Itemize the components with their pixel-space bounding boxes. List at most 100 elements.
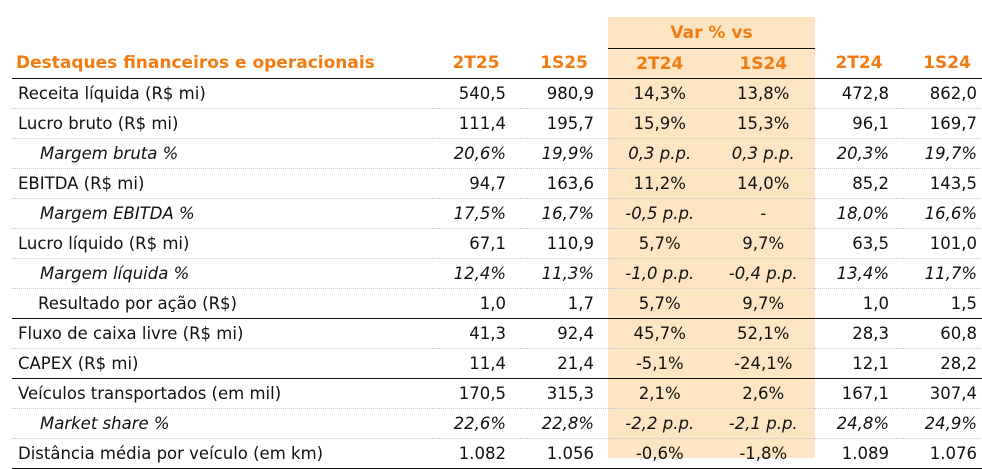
cell-1s25: 1.056 — [520, 438, 608, 469]
cell-2t25: 170,5 — [432, 378, 520, 409]
row-label: Margem EBITDA % — [12, 198, 432, 229]
cell-var-2t24: 15,9% — [608, 108, 712, 139]
row-label: Lucro líquido (R$ mi) — [12, 228, 432, 259]
cell-var-1s24: 9,7% — [711, 228, 815, 259]
cell-var-2t24: -1,0 p.p. — [608, 258, 712, 289]
column-header-row: Destaques financeiros e operacionais 2T2… — [12, 48, 982, 79]
cell-2t25: 20,6% — [432, 138, 520, 169]
cell-var-1s24: -1,8% — [711, 438, 815, 469]
cell-var-1s24: 52,1% — [711, 318, 815, 349]
cell-1s24: 307,4 — [903, 378, 982, 409]
cell-1s24: 28,2 — [903, 348, 982, 379]
table-row-lucro-bruto: Lucro bruto (R$ mi) 111,4 195,7 15,9% 15… — [12, 108, 982, 139]
cell-2t25: 17,5% — [432, 198, 520, 229]
row-label: CAPEX (R$ mi) — [12, 348, 432, 379]
col-header-2t25: 2T25 — [432, 48, 520, 79]
cell-var-1s24: 14,0% — [711, 168, 815, 199]
cell-2t24: 24,8% — [815, 408, 903, 439]
table-row-margem-liquida: Margem líquida % 12,4% 11,3% -1,0 p.p. -… — [12, 258, 982, 289]
cell-1s24: 101,0 — [903, 228, 982, 259]
cell-var-1s24: -24,1% — [711, 348, 815, 379]
col-header-var-2t24: 2T24 — [608, 48, 712, 79]
financial-highlights-table-container: Var % vs Destaques financeiros e operaci… — [12, 17, 982, 469]
cell-2t24: 85,2 — [815, 168, 903, 199]
cell-var-1s24: 2,6% — [711, 378, 815, 409]
cell-2t24: 63,5 — [815, 228, 903, 259]
cell-1s25: 980,9 — [520, 78, 608, 109]
cell-2t24: 167,1 — [815, 378, 903, 409]
cell-1s25: 92,4 — [520, 318, 608, 349]
row-label: Resultado por ação (R$) — [12, 288, 432, 319]
cell-1s25: 315,3 — [520, 378, 608, 409]
row-label: Veículos transportados (em mil) — [12, 378, 432, 409]
group-header-row: Var % vs — [12, 17, 982, 49]
cell-var-1s24: - — [711, 198, 815, 229]
cell-1s24: 16,6% — [903, 198, 982, 229]
cell-2t24: 472,8 — [815, 78, 903, 109]
table-row-receita-liquida: Receita líquida (R$ mi) 540,5 980,9 14,3… — [12, 78, 982, 109]
row-label: Margem bruta % — [12, 138, 432, 169]
cell-2t25: 1.082 — [432, 438, 520, 469]
cell-1s24: 169,7 — [903, 108, 982, 139]
cell-var-2t24: 2,1% — [608, 378, 712, 409]
cell-2t25: 1,0 — [432, 288, 520, 319]
table-row-market-share: Market share % 22,6% 22,8% -2,2 p.p. -2,… — [12, 408, 982, 439]
cell-var-1s24: -2,1 p.p. — [711, 408, 815, 439]
cell-2t24: 28,3 — [815, 318, 903, 349]
cell-2t24: 13,4% — [815, 258, 903, 289]
cell-2t25: 540,5 — [432, 78, 520, 109]
financial-highlights-table: Var % vs Destaques financeiros e operaci… — [12, 17, 982, 469]
cell-1s24: 11,7% — [903, 258, 982, 289]
table-row-capex: CAPEX (R$ mi) 11,4 21,4 -5,1% -24,1% 12,… — [12, 348, 982, 379]
cell-1s24: 1,5 — [903, 288, 982, 319]
cell-1s24: 19,7% — [903, 138, 982, 169]
cell-2t25: 11,4 — [432, 348, 520, 379]
table-row-distancia-media: Distância média por veículo (em km) 1.08… — [12, 438, 982, 469]
cell-2t24: 18,0% — [815, 198, 903, 229]
cell-var-2t24: -5,1% — [608, 348, 712, 379]
cell-var-2t24: 14,3% — [608, 78, 712, 109]
row-label: EBITDA (R$ mi) — [12, 168, 432, 199]
cell-var-2t24: 5,7% — [608, 288, 712, 319]
cell-2t24: 96,1 — [815, 108, 903, 139]
cell-2t25: 94,7 — [432, 168, 520, 199]
cell-var-2t24: -2,2 p.p. — [608, 408, 712, 439]
cell-2t24: 1,0 — [815, 288, 903, 319]
cell-2t25: 22,6% — [432, 408, 520, 439]
cell-var-2t24: 5,7% — [608, 228, 712, 259]
cell-var-1s24: 15,3% — [711, 108, 815, 139]
cell-2t25: 67,1 — [432, 228, 520, 259]
cell-1s24: 24,9% — [903, 408, 982, 439]
table-row-lucro-liquido: Lucro líquido (R$ mi) 67,1 110,9 5,7% 9,… — [12, 228, 982, 259]
row-label: Distância média por veículo (em km) — [12, 438, 432, 469]
cell-1s25: 11,3% — [520, 258, 608, 289]
row-label: Margem líquida % — [12, 258, 432, 289]
col-header-var-1s24: 1S24 — [711, 48, 815, 79]
col-header-1s25: 1S25 — [520, 48, 608, 79]
table-row-margem-ebitda: Margem EBITDA % 17,5% 16,7% -0,5 p.p. - … — [12, 198, 982, 229]
cell-2t25: 111,4 — [432, 108, 520, 139]
cell-2t25: 41,3 — [432, 318, 520, 349]
cell-1s25: 1,7 — [520, 288, 608, 319]
row-label: Receita líquida (R$ mi) — [12, 78, 432, 109]
cell-1s25: 163,6 — [520, 168, 608, 199]
row-label: Lucro bruto (R$ mi) — [12, 108, 432, 139]
cell-1s25: 21,4 — [520, 348, 608, 379]
cell-2t24: 1.089 — [815, 438, 903, 469]
cell-1s25: 16,7% — [520, 198, 608, 229]
col-header-1s24: 1S24 — [903, 48, 982, 79]
cell-2t25: 12,4% — [432, 258, 520, 289]
table-row-margem-bruta: Margem bruta % 20,6% 19,9% 0,3 p.p. 0,3 … — [12, 138, 982, 169]
row-label: Market share % — [12, 408, 432, 439]
cell-1s25: 195,7 — [520, 108, 608, 139]
cell-2t24: 20,3% — [815, 138, 903, 169]
cell-var-2t24: 11,2% — [608, 168, 712, 199]
cell-1s25: 110,9 — [520, 228, 608, 259]
table-row-fluxo-caixa-livre: Fluxo de caixa livre (R$ mi) 41,3 92,4 4… — [12, 318, 982, 349]
cell-1s24: 143,5 — [903, 168, 982, 199]
cell-var-1s24: 0,3 p.p. — [711, 138, 815, 169]
table-row-ebitda: EBITDA (R$ mi) 94,7 163,6 11,2% 14,0% 85… — [12, 168, 982, 199]
cell-var-2t24: 0,3 p.p. — [608, 138, 712, 169]
cell-1s24: 60,8 — [903, 318, 982, 349]
col-header-2t24: 2T24 — [815, 48, 903, 79]
